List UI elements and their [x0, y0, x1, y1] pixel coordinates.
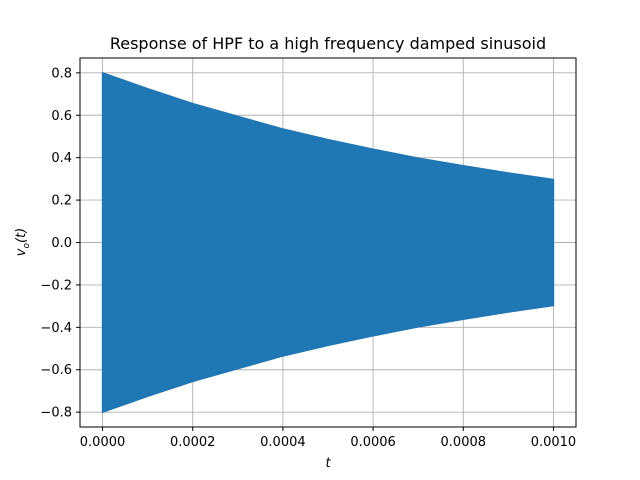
y-tick-label: 0.2	[51, 194, 72, 209]
y-tick-label: −0.6	[40, 363, 72, 378]
x-tick-label: 0.0008	[441, 435, 487, 450]
y-tick-label: −0.8	[40, 406, 72, 421]
y-axis-label-subscript: o	[22, 243, 32, 249]
y-tick-label: −0.4	[40, 321, 72, 336]
chart-title: Response of HPF to a high frequency damp…	[110, 34, 546, 53]
y-tick-label: 0.0	[51, 236, 72, 251]
y-tick-label: 0.8	[51, 66, 72, 81]
y-tick-label: 0.6	[51, 109, 72, 124]
y-axis: −0.8 −0.6 −0.4 −0.2 0.0 0.2 0.4 0.6 0.8	[40, 66, 80, 421]
y-tick-label: −0.2	[40, 278, 72, 293]
x-tick-label: 0.0006	[350, 435, 396, 450]
x-tick-label: 0.0002	[170, 435, 216, 450]
y-axis-label-text: v	[14, 248, 29, 256]
y-axis-label-arg: (t)	[14, 228, 29, 243]
y-tick-label: 0.4	[51, 151, 72, 166]
x-axis-label: t	[325, 456, 331, 471]
x-axis: 0.0000 0.0002 0.0004 0.0006 0.0008 0.0010	[80, 427, 576, 450]
x-tick-label: 0.0010	[531, 435, 577, 450]
x-tick-label: 0.0000	[80, 435, 126, 450]
y-axis-label: vo(t)	[14, 228, 32, 256]
series-layer	[101, 72, 555, 413]
x-tick-label: 0.0004	[260, 435, 306, 450]
series-line	[101, 72, 555, 413]
